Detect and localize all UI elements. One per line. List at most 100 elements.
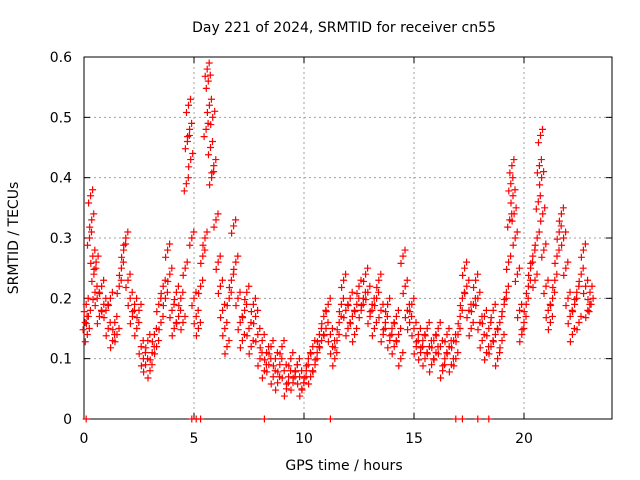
data-point <box>534 198 542 206</box>
data-point <box>261 356 269 364</box>
x-tick-label: 10 <box>295 431 313 447</box>
data-point <box>100 276 108 284</box>
data-point <box>416 325 424 332</box>
data-point <box>428 361 436 369</box>
data-point <box>509 192 517 200</box>
data-point <box>375 276 383 284</box>
data-point <box>90 210 98 218</box>
data-point <box>173 320 181 328</box>
data-point <box>507 180 515 188</box>
data-point <box>511 277 519 285</box>
data-point <box>200 133 208 141</box>
data-point <box>205 151 212 159</box>
data-point <box>566 312 574 320</box>
data-point <box>564 294 572 302</box>
data-point <box>500 296 508 304</box>
data-point <box>189 150 197 158</box>
data-point <box>584 276 592 284</box>
data-point <box>423 325 431 332</box>
data-point <box>212 216 220 224</box>
data-point <box>309 368 317 376</box>
data-point <box>496 318 504 326</box>
data-point <box>177 326 185 334</box>
data-point <box>366 282 374 290</box>
data-point <box>351 308 359 316</box>
data-point <box>587 300 595 308</box>
data-point <box>155 300 163 308</box>
data-point <box>351 331 359 339</box>
data-point <box>445 325 453 332</box>
data-point <box>170 325 178 332</box>
data-point <box>324 300 332 308</box>
data-point <box>304 355 312 363</box>
y-tick-label: 0.6 <box>50 50 72 66</box>
data-point <box>162 253 170 261</box>
data-point <box>386 332 394 340</box>
data-point <box>133 314 141 322</box>
data-point <box>295 355 303 363</box>
data-point <box>115 325 123 332</box>
data-point <box>489 306 497 314</box>
data-point <box>211 107 219 115</box>
data-point <box>214 290 222 298</box>
data-point <box>113 331 121 339</box>
data-point <box>390 343 398 351</box>
data-point <box>249 300 257 308</box>
data-point <box>340 314 348 322</box>
data-point <box>269 373 277 381</box>
data-point <box>232 216 240 224</box>
data-point <box>542 282 550 290</box>
data-point <box>566 288 574 296</box>
data-point <box>507 252 515 260</box>
data-point <box>126 294 134 302</box>
data-point <box>88 216 96 224</box>
data-point <box>168 332 176 340</box>
data-point <box>153 308 161 316</box>
data-point <box>187 156 195 164</box>
data-point <box>166 240 174 248</box>
data-point <box>539 210 547 218</box>
data-point <box>113 312 121 320</box>
data-point <box>250 320 258 328</box>
data-point <box>93 320 101 328</box>
data-point <box>506 169 514 177</box>
data-point <box>203 228 211 236</box>
data-point <box>208 169 216 177</box>
data-point <box>406 308 414 316</box>
data-point <box>241 306 249 314</box>
data-point <box>579 246 587 254</box>
data-point <box>364 264 372 272</box>
data-point <box>364 288 372 296</box>
data-point <box>463 282 471 290</box>
data-point <box>515 264 523 272</box>
data-point <box>390 320 398 328</box>
data-point <box>533 234 541 242</box>
data-point <box>104 325 112 332</box>
data-point <box>202 84 210 92</box>
data-point <box>436 318 444 326</box>
data-point <box>159 312 167 320</box>
data-point <box>188 302 196 310</box>
y-tick-label: 0.3 <box>50 231 72 247</box>
data-point <box>465 276 473 284</box>
data-point <box>155 326 163 334</box>
data-point <box>207 144 214 151</box>
data-point <box>514 314 522 322</box>
data-point <box>428 344 436 352</box>
data-point <box>122 234 130 242</box>
data-point <box>562 264 570 272</box>
data-point <box>272 386 280 394</box>
data-point <box>309 343 317 351</box>
data-point <box>207 95 215 103</box>
data-point <box>252 312 260 320</box>
data-point <box>417 344 425 352</box>
data-point <box>338 283 346 291</box>
data-point <box>95 312 103 320</box>
data-point <box>508 217 516 225</box>
data-point <box>399 252 407 260</box>
data-point <box>537 217 545 225</box>
data-point <box>510 156 518 164</box>
data-point <box>216 282 224 290</box>
data-point <box>463 258 471 266</box>
data-point <box>135 318 143 326</box>
